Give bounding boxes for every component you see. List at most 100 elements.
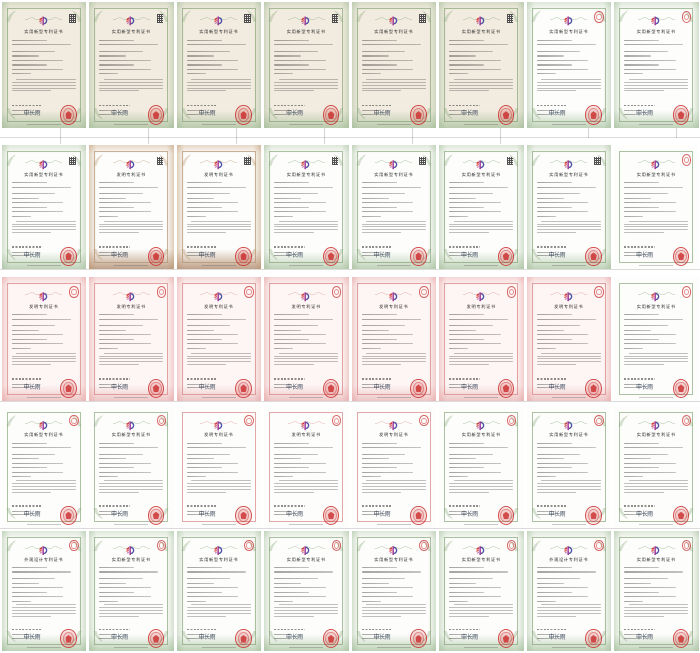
certificate-cell[interactable]: 实用新型专利证书 申长雨 <box>0 2 88 128</box>
patent-certificate[interactable]: 实用新型专利证书 申长雨 <box>614 277 699 401</box>
certificate-cell[interactable]: 实用新型专利证书 申长雨 <box>525 2 613 128</box>
qr-code-icon[interactable] <box>156 13 164 23</box>
patent-certificate[interactable]: 实用新型专利证书 申长雨 <box>614 531 699 651</box>
certificate-cell[interactable]: 实用新型专利证书 申长雨 <box>525 145 613 269</box>
signature-labels <box>536 251 555 259</box>
patent-certificate[interactable]: 实用新型专利证书 申长雨 <box>439 2 524 128</box>
patent-certificate[interactable]: 实用新型专利证书 申长雨 <box>351 145 436 269</box>
certificate-cell[interactable]: 实用新型专利证书 申长雨 <box>263 531 351 651</box>
certificate-cell[interactable]: 实用新型专利证书 申长雨 <box>438 531 526 651</box>
certificate-cell[interactable]: 实用新型专利证书 申长雨 <box>350 2 438 128</box>
patent-certificate[interactable]: 实用新型专利证书 申长雨 <box>614 406 699 528</box>
certificate-fields <box>274 314 338 352</box>
certificate-cell[interactable]: 实用新型专利证书 申长雨 <box>613 406 700 528</box>
qr-code-icon[interactable] <box>594 156 601 166</box>
qr-code-icon[interactable] <box>331 13 339 23</box>
patent-certificate[interactable]: 发明专利证书 申长雨 <box>176 277 261 401</box>
patent-certificate[interactable]: 实用新型专利证书 申长雨 <box>1 2 86 128</box>
patent-certificate[interactable]: 实用新型专利证书 申长雨 <box>176 531 261 651</box>
certificate-fields <box>449 314 513 352</box>
patent-certificate[interactable]: 实用新型专利证书 申长雨 <box>351 531 436 651</box>
certificate-cell[interactable]: 实用新型专利证书 申长雨 <box>438 406 526 528</box>
patent-certificate[interactable]: 发明专利证书 申长雨 <box>351 277 436 401</box>
certificate-frame <box>531 8 606 122</box>
patent-certificate[interactable]: 发明专利证书 申长雨 <box>351 406 436 528</box>
certificate-cell[interactable]: 发明专利证书 申长雨 <box>263 277 351 401</box>
qr-code-icon[interactable] <box>506 156 514 166</box>
certificate-cell[interactable]: 发明专利证书 申长雨 <box>175 277 263 401</box>
patent-certificate[interactable]: 发明专利证书 申长雨 <box>89 145 174 269</box>
certificate-cell[interactable]: 实用新型专利证书 申长雨 <box>613 2 700 128</box>
certificate-footer-text <box>639 523 674 525</box>
patent-certificate[interactable]: 实用新型专利证书 申长雨 <box>439 406 524 528</box>
patent-certificate[interactable]: 实用新型专利证书 申长雨 <box>264 2 349 128</box>
certificate-cell[interactable]: 发明专利证书 申长雨 <box>263 406 351 528</box>
patent-certificate[interactable]: 实用新型专利证书 申长雨 <box>526 406 611 528</box>
patent-certificate[interactable]: 实用新型专利证书 申长雨 <box>614 2 699 128</box>
certificate-cell[interactable]: 实用新型专利证书 申长雨 <box>613 277 700 401</box>
patent-certificate[interactable]: 实用新型专利证书 申长雨 <box>264 531 349 651</box>
qr-code-icon[interactable] <box>331 156 339 166</box>
patent-certificate[interactable]: 外观设计专利证书 申长雨 <box>1 531 86 651</box>
patent-certificate[interactable]: 实用新型专利证书 申长雨 <box>176 2 261 128</box>
certificate-cell[interactable]: 实用新型专利证书 申长雨 <box>350 531 438 651</box>
certificate-cell[interactable]: 发明专利证书 申长雨 <box>175 145 263 269</box>
certificate-cell[interactable]: 发明专利证书 申长雨 <box>525 277 613 401</box>
certificate-cell[interactable]: 实用新型专利证书 申长雨 <box>263 2 351 128</box>
certificate-cell[interactable]: 发明专利证书 申长雨 <box>175 406 263 528</box>
certificate-cell[interactable]: 实用新型专利证书 申长雨 <box>175 2 263 128</box>
patent-certificate[interactable]: 实用新型专利证书 申长雨 <box>614 145 699 269</box>
certificate-cell[interactable]: 实用新型专利证书 申长雨 <box>350 145 438 269</box>
qr-code-icon[interactable] <box>69 13 76 23</box>
certificate-cell[interactable]: 发明专利证书 申长雨 <box>350 406 438 528</box>
patent-certificate[interactable]: 实用新型专利证书 申长雨 <box>89 406 174 528</box>
certificate-cell[interactable]: 实用新型专利证书 申长雨 <box>88 2 176 128</box>
patent-certificate[interactable]: 实用新型专利证书 申长雨 <box>439 145 524 269</box>
certificate-cell[interactable]: 发明专利证书 申长雨 <box>88 277 176 401</box>
patent-certificate[interactable]: 发明专利证书 申长雨 <box>264 277 349 401</box>
certificate-cell[interactable]: 实用新型专利证书 申长雨 <box>263 145 351 269</box>
patent-certificate[interactable]: 外观设计专利证书 申长雨 <box>526 531 611 651</box>
patent-certificate[interactable]: 实用新型专利证书 申长雨 <box>1 406 86 528</box>
certificate-cell[interactable]: 实用新型专利证书 申长雨 <box>175 531 263 651</box>
patent-certificate[interactable]: 实用新型专利证书 申长雨 <box>351 2 436 128</box>
certificate-cell[interactable]: 发明专利证书 申长雨 <box>438 277 526 401</box>
certificate-cell[interactable]: 发明专利证书 申长雨 <box>88 145 176 269</box>
patent-certificate[interactable]: 发明专利证书 申长雨 <box>264 406 349 528</box>
patent-certificate[interactable]: 发明专利证书 申长雨 <box>526 277 611 401</box>
certificate-cell[interactable]: 实用新型专利证书 申长雨 <box>438 145 526 269</box>
corner-leaf-ornament <box>443 248 454 263</box>
patent-certificate[interactable]: 实用新型专利证书 申长雨 <box>526 2 611 128</box>
qr-code-icon[interactable] <box>156 156 164 166</box>
qr-code-icon[interactable] <box>419 13 426 23</box>
certificate-cell[interactable]: 实用新型专利证书 申长雨 <box>0 145 88 269</box>
patent-certificate[interactable]: 实用新型专利证书 申长雨 <box>526 145 611 269</box>
patent-certificate[interactable]: 发明专利证书 申长雨 <box>439 277 524 401</box>
qr-code-icon[interactable] <box>69 156 76 166</box>
certificate-cell[interactable]: 外观设计专利证书 申长雨 <box>0 531 88 651</box>
qr-code-icon[interactable] <box>244 13 251 23</box>
certificate-cell[interactable]: 实用新型专利证书 申长雨 <box>525 406 613 528</box>
certificate-cell[interactable]: 发明专利证书 申长雨 <box>350 277 438 401</box>
certificate-cell[interactable]: 实用新型专利证书 申长雨 <box>88 531 176 651</box>
certificate-cell[interactable]: 发明专利证书 申长雨 <box>0 277 88 401</box>
certificate-cell[interactable]: 实用新型专利证书 申长雨 <box>438 2 526 128</box>
patent-certificate[interactable]: 实用新型专利证书 申长雨 <box>89 531 174 651</box>
qr-code-icon[interactable] <box>419 156 426 166</box>
patent-certificate[interactable]: 实用新型专利证书 申长雨 <box>1 145 86 269</box>
patent-certificate[interactable]: 发明专利证书 申长雨 <box>176 145 261 269</box>
certificate-cell[interactable]: 实用新型专利证书 申长雨 <box>613 531 700 651</box>
patent-certificate[interactable]: 发明专利证书 申长雨 <box>1 277 86 401</box>
patent-certificate[interactable]: 实用新型专利证书 申长雨 <box>439 531 524 651</box>
patent-certificate[interactable]: 发明专利证书 申长雨 <box>89 277 174 401</box>
certificate-cell[interactable]: 外观设计专利证书 申长雨 <box>525 531 613 651</box>
certificate-cell[interactable]: 实用新型专利证书 申长雨 <box>0 406 88 528</box>
patent-certificate[interactable]: 发明专利证书 申长雨 <box>176 406 261 528</box>
qr-code-icon[interactable] <box>244 156 251 166</box>
certificate-cell[interactable]: 实用新型专利证书 申长雨 <box>88 406 176 528</box>
signature-labels <box>186 251 205 259</box>
certificate-cell[interactable]: 实用新型专利证书 申长雨 <box>613 145 700 269</box>
patent-certificate[interactable]: 实用新型专利证书 申长雨 <box>264 145 349 269</box>
patent-certificate[interactable]: 实用新型专利证书 申长雨 <box>89 2 174 128</box>
qr-code-icon[interactable] <box>506 13 514 23</box>
